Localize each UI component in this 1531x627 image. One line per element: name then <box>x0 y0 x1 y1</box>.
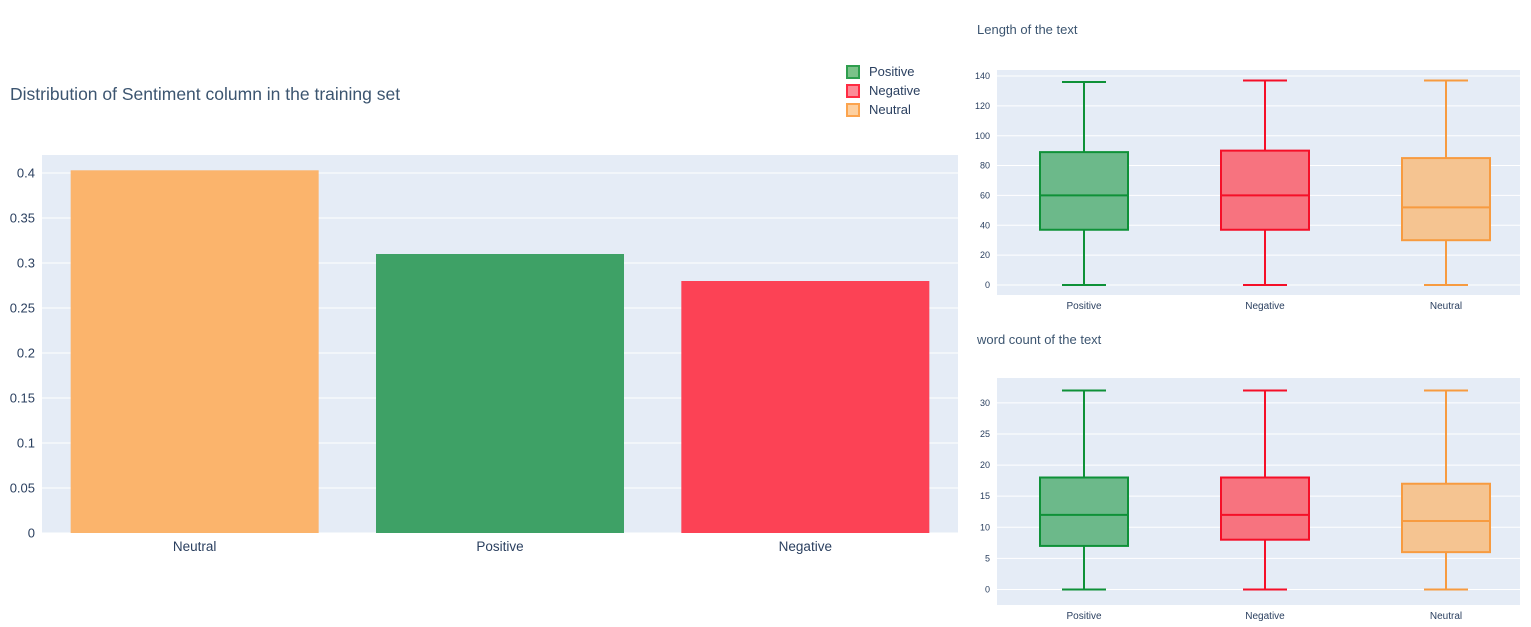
y-tick-label: 25 <box>980 429 990 439</box>
text-stats-figure: Length of the text word count of the tex… <box>960 0 1531 627</box>
legend-item-label: Neutral <box>869 102 911 117</box>
x-tick-label: Positive <box>476 539 523 554</box>
y-tick-label: 40 <box>980 220 990 230</box>
length-boxplot-title: Length of the text <box>977 22 1078 37</box>
x-tick-label: Negative <box>779 539 832 554</box>
y-tick-label: 0 <box>985 280 990 290</box>
y-tick-label: 0.05 <box>10 480 35 495</box>
chart-legend: Positive Negative Neutral <box>846 62 920 119</box>
bar-neutral <box>70 170 319 534</box>
y-tick-label: 100 <box>975 131 990 141</box>
y-tick-label: 0.25 <box>10 300 35 315</box>
legend-item-positive[interactable]: Positive <box>846 62 920 81</box>
length-boxplot-canvas: 0 20 40 60 80 100 120 140 Positive Negative Neutra… <box>975 70 1520 312</box>
bar-negative <box>681 281 930 533</box>
legend-item-negative[interactable]: Negative <box>846 81 920 100</box>
y-tick-label: 0 <box>985 585 990 595</box>
legend-item-label: Positive <box>869 64 915 79</box>
bar-chart-title: Distribution of Sentiment column in the … <box>10 84 401 104</box>
legend-swatch-icon <box>846 102 860 117</box>
y-tick-label: 0 <box>28 525 35 540</box>
x-tick-label: Neutral <box>173 539 217 554</box>
y-tick-label: 20 <box>980 460 990 470</box>
x-tick-label: Positive <box>1066 611 1101 622</box>
y-tick-label: 10 <box>980 522 990 532</box>
sentiment-distribution-figure: Distribution of Sentiment column in the … <box>10 62 958 554</box>
y-tick-label: 20 <box>980 250 990 260</box>
y-tick-label: 80 <box>980 161 990 171</box>
wordcount-boxplot-canvas: 0 5 10 15 20 25 30 Positive Negative Neutral <box>980 378 1520 622</box>
legend-swatch-icon <box>846 83 860 98</box>
y-tick-label: 0.3 <box>17 255 35 270</box>
legend-item-label: Negative <box>869 83 921 98</box>
box-negative <box>1220 79 1310 286</box>
box-positive <box>1039 389 1129 591</box>
sentiment-bar-chart-canvas: 0 0.05 0.1 0.15 0.2 0.25 0.3 0.35 0.4 Neutral Posi… <box>10 155 958 554</box>
y-tick-label: 120 <box>975 101 990 111</box>
legend-item-neutral[interactable]: Neutral <box>846 100 920 119</box>
y-tick-label: 60 <box>980 190 990 200</box>
bar-positive <box>376 254 624 533</box>
box-neutral <box>1401 79 1491 286</box>
y-tick-label: 0.4 <box>17 165 35 180</box>
y-tick-label: 15 <box>980 491 990 501</box>
y-tick-label: 0.35 <box>10 210 35 225</box>
x-tick-label: Neutral <box>1430 301 1462 312</box>
wordcount-boxplot-title: word count of the text <box>977 332 1102 347</box>
x-tick-label: Positive <box>1066 301 1101 312</box>
x-tick-label: Neutral <box>1430 611 1462 622</box>
y-tick-label: 0.15 <box>10 390 35 405</box>
y-tick-label: 5 <box>985 553 990 563</box>
box-positive <box>1039 80 1129 286</box>
x-tick-label: Negative <box>1245 301 1285 312</box>
y-tick-label: 0.2 <box>17 345 35 360</box>
box-negative <box>1220 389 1310 591</box>
y-tick-label: 140 <box>975 71 990 81</box>
x-tick-label: Negative <box>1245 611 1285 622</box>
y-tick-label: 30 <box>980 398 990 408</box>
legend-swatch-icon <box>846 64 860 79</box>
box-neutral <box>1401 389 1491 591</box>
y-tick-label: 0.1 <box>17 435 35 450</box>
